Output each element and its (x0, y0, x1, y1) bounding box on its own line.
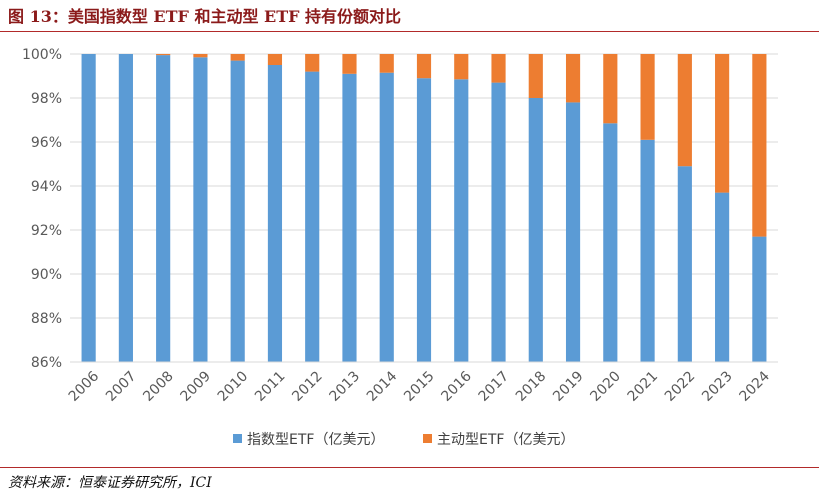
y-tick-label: 90% (31, 267, 62, 283)
bar-index-etf (752, 236, 767, 362)
x-tick-label: 2017 (476, 368, 513, 405)
bar-index-etf (454, 79, 469, 363)
x-tick-label: 2014 (364, 368, 401, 405)
x-tick-label: 2023 (699, 368, 736, 405)
bar-index-etf (156, 55, 171, 362)
bar-active-etf (752, 54, 767, 237)
y-tick-label: 94% (31, 179, 62, 195)
x-tick-label: 2007 (103, 368, 140, 405)
legend-swatch (423, 434, 432, 443)
x-tick-label: 2009 (178, 368, 215, 405)
bar-index-etf (715, 192, 730, 362)
bar-index-etf (342, 73, 357, 363)
bar-index-etf (491, 82, 506, 362)
bar-index-etf (267, 65, 283, 362)
y-axis-labels: 86% 88% 90% 92% 94% 96% 98% 100% (22, 47, 62, 371)
bar-active-etf (528, 54, 543, 98)
x-tick-label: 2024 (736, 368, 773, 405)
bar-index-etf (193, 57, 208, 363)
x-tick-label: 2021 (625, 368, 662, 405)
bar-active-etf (416, 54, 432, 79)
x-tick-label: 2016 (438, 368, 475, 405)
bar-active-etf (193, 54, 208, 58)
x-tick-label: 2010 (215, 368, 252, 405)
source-note: 资料来源：恒泰证券研究所，ICI (8, 475, 212, 491)
y-tick-label: 92% (31, 223, 62, 239)
x-tick-label: 2006 (66, 368, 103, 405)
legend-label: 指数型ETF（亿美元） (247, 432, 384, 448)
bar-active-etf (715, 54, 730, 193)
bar-index-etf (565, 102, 581, 363)
bar-index-etf (305, 71, 320, 362)
x-tick-label: 2011 (252, 368, 289, 405)
x-tick-label: 2013 (327, 368, 364, 405)
bar-index-etf (81, 54, 96, 362)
bar-active-etf (267, 54, 283, 65)
x-tick-label: 2018 (513, 368, 550, 405)
stacked-bar-chart: 86%88%90%92%94%96%98%100% 2006 2007 2008 20… (22, 47, 778, 448)
bar-index-etf (640, 139, 655, 362)
bar-active-etf (565, 54, 581, 103)
y-tick-label: 88% (31, 311, 62, 327)
x-tick-label: 2022 (662, 368, 699, 405)
bar-active-etf (230, 54, 245, 61)
bar-active-etf (342, 54, 357, 74)
title-rule (0, 31, 819, 32)
bar-active-etf (305, 54, 320, 72)
legend: 指数型ETF（亿美元） 主动型ETF（亿美元） (233, 432, 574, 448)
bar-active-etf (677, 54, 692, 167)
bar-active-etf (156, 54, 171, 56)
x-tick-label: 2015 (401, 368, 438, 405)
bar-index-etf (416, 78, 432, 362)
bar-active-etf (640, 54, 655, 140)
x-axis-labels: 2006 2007 2008 2009 2010 2011 2012 2013 2014 2015… (66, 368, 773, 405)
bar-index-etf (603, 123, 618, 362)
bar-index-etf (118, 54, 133, 362)
x-tick-label: 2012 (289, 368, 326, 405)
y-tick-label: 98% (31, 91, 62, 107)
bar-active-etf (603, 54, 618, 124)
legend-swatch (233, 434, 242, 443)
bar-active-etf (379, 54, 394, 73)
bar-index-etf (528, 98, 543, 362)
x-tick-label: 2008 (140, 368, 177, 405)
legend-label: 主动型ETF（亿美元） (437, 432, 574, 448)
y-tick-label: 100% (22, 47, 62, 63)
bar-index-etf (379, 72, 394, 362)
source-rule (0, 467, 819, 468)
figure-title: 图 13：美国指数型 ETF 和主动型 ETF 持有份额对比 (8, 7, 402, 26)
x-tick-label: 2020 (587, 368, 624, 405)
bar-index-etf (230, 60, 245, 362)
bar-active-etf (454, 54, 469, 80)
y-tick-label: 96% (31, 135, 62, 151)
x-tick-label: 2019 (550, 368, 587, 405)
y-tick-label: 86% (31, 355, 62, 371)
bars (81, 54, 767, 363)
bar-active-etf (491, 54, 506, 83)
bar-index-etf (677, 166, 692, 362)
